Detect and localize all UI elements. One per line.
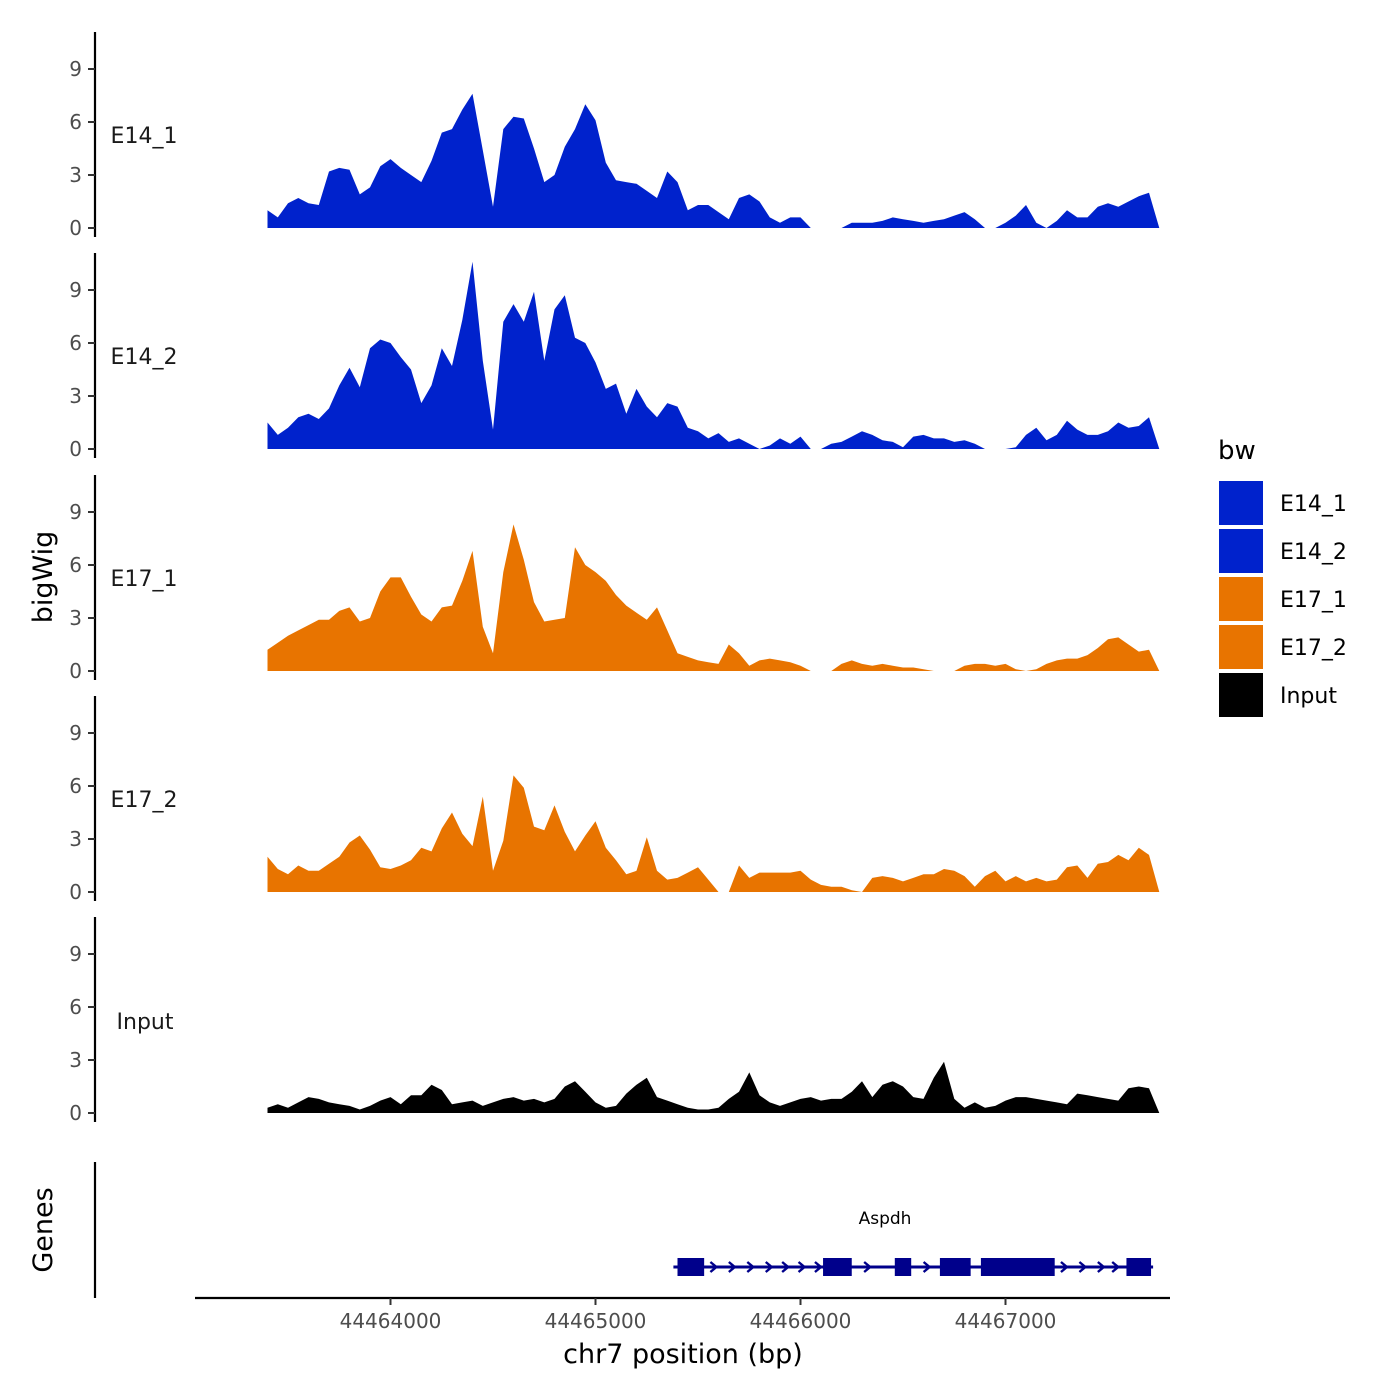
signal-area-E17_2 <box>267 775 1160 892</box>
y-tick-label: 3 <box>69 1048 82 1072</box>
y-tick-label: 9 <box>69 721 82 745</box>
strand-arrow <box>1111 1261 1121 1273</box>
strand-arrow <box>746 1261 756 1273</box>
track-E14_2: 0 3 6 9 E14_2 <box>69 253 1160 461</box>
track-label: E14_1 <box>111 124 178 149</box>
x-tick-label: 44465000 <box>545 1309 647 1333</box>
legend-label: E14_1 <box>1280 492 1347 517</box>
track-E17_2: 0 3 6 9 E17_2 <box>69 696 1160 904</box>
y-tick-label: 9 <box>69 500 82 524</box>
legend-title: bw <box>1218 436 1256 466</box>
y-tick-label: 6 <box>69 553 82 577</box>
signal-area-E14_2 <box>267 261 1160 449</box>
strand-arrow <box>709 1261 719 1273</box>
track-label: Input <box>117 1010 174 1035</box>
genes-panel: Genes Aspdh <box>28 1162 1154 1298</box>
legend-key-Input <box>1219 673 1263 717</box>
signal-area-Input <box>267 1061 1160 1113</box>
gene-exon <box>1126 1258 1152 1276</box>
gene-exon <box>939 1258 971 1276</box>
strand-arrow <box>781 1261 791 1273</box>
strand-arrow <box>922 1261 932 1273</box>
strand-arrow <box>1078 1261 1088 1273</box>
x-axis-title: chr7 position (bp) <box>563 1339 803 1370</box>
track-Input: 0 3 6 9 Input <box>69 917 1160 1125</box>
gene-exon <box>980 1258 1024 1276</box>
gene-exon <box>677 1258 705 1276</box>
y-tick-label: 3 <box>69 606 82 630</box>
strand-arrow <box>1060 1261 1069 1273</box>
legend: bw E14_1 E14_2 E17_1 E17_2 Input <box>1218 436 1347 717</box>
legend-key-E14_2 <box>1219 529 1263 573</box>
gene-model <box>673 1258 1154 1276</box>
y-tick-label: 6 <box>69 995 82 1019</box>
legend-key-E14_1 <box>1219 481 1263 525</box>
genes-axis-title: Genes <box>28 1187 59 1272</box>
track-label: E17_1 <box>111 567 178 592</box>
signal-area-E17_1 <box>267 524 1160 671</box>
x-tick-label: 44467000 <box>955 1309 1057 1333</box>
legend-label: Input <box>1280 684 1337 709</box>
gene-exon <box>823 1258 852 1276</box>
track-E17_1: 0 3 6 9 E17_1 <box>69 475 1160 683</box>
y-axis-title: bigWig <box>28 531 59 624</box>
y-tick-label: 9 <box>69 942 82 966</box>
y-tick-label: 3 <box>69 384 82 408</box>
y-tick-label: 0 <box>69 437 82 461</box>
y-tick-label: 0 <box>69 659 82 683</box>
x-tick-label: 44464000 <box>340 1309 442 1333</box>
x-tick-label: 44466000 <box>750 1309 852 1333</box>
signal-tracks: 0 3 6 9 E14_1 0 3 6 9 E14_2 0 3 6 9 E17_1 0 3 6 9 E17_2 0 3 6 9… <box>69 32 1160 1125</box>
strand-arrow <box>814 1261 823 1273</box>
strand-arrow <box>728 1261 737 1273</box>
gene-exon <box>894 1258 912 1276</box>
signal-area-E14_1 <box>267 93 1160 228</box>
y-tick-label: 0 <box>69 216 82 240</box>
y-tick-label: 6 <box>69 774 82 798</box>
y-tick-label: 0 <box>69 1101 82 1125</box>
legend-key-E17_2 <box>1219 625 1263 669</box>
legend-label: E17_1 <box>1280 588 1347 613</box>
legend-label: E14_2 <box>1280 540 1347 565</box>
y-tick-label: 0 <box>69 880 82 904</box>
gene-name-label: Aspdh <box>859 1209 912 1229</box>
gene-exon <box>1021 1258 1055 1276</box>
y-tick-label: 3 <box>69 163 82 187</box>
y-tick-label: 6 <box>69 110 82 134</box>
y-tick-label: 6 <box>69 331 82 355</box>
x-axis: chr7 position (bp) 44464000 44465000 44466… <box>195 1296 1170 1370</box>
track-label: E14_2 <box>111 345 178 370</box>
track-label: E17_2 <box>111 788 178 813</box>
legend-label: E17_2 <box>1280 636 1347 661</box>
strand-arrow <box>863 1261 873 1273</box>
track-E14_1: 0 3 6 9 E14_1 <box>69 32 1160 240</box>
y-tick-label: 9 <box>69 278 82 302</box>
y-tick-label: 3 <box>69 827 82 851</box>
strand-arrow <box>797 1261 807 1273</box>
legend-key-E17_1 <box>1219 577 1263 621</box>
y-tick-label: 9 <box>69 57 82 81</box>
strand-arrow <box>1097 1261 1106 1273</box>
strand-arrow <box>764 1261 774 1273</box>
